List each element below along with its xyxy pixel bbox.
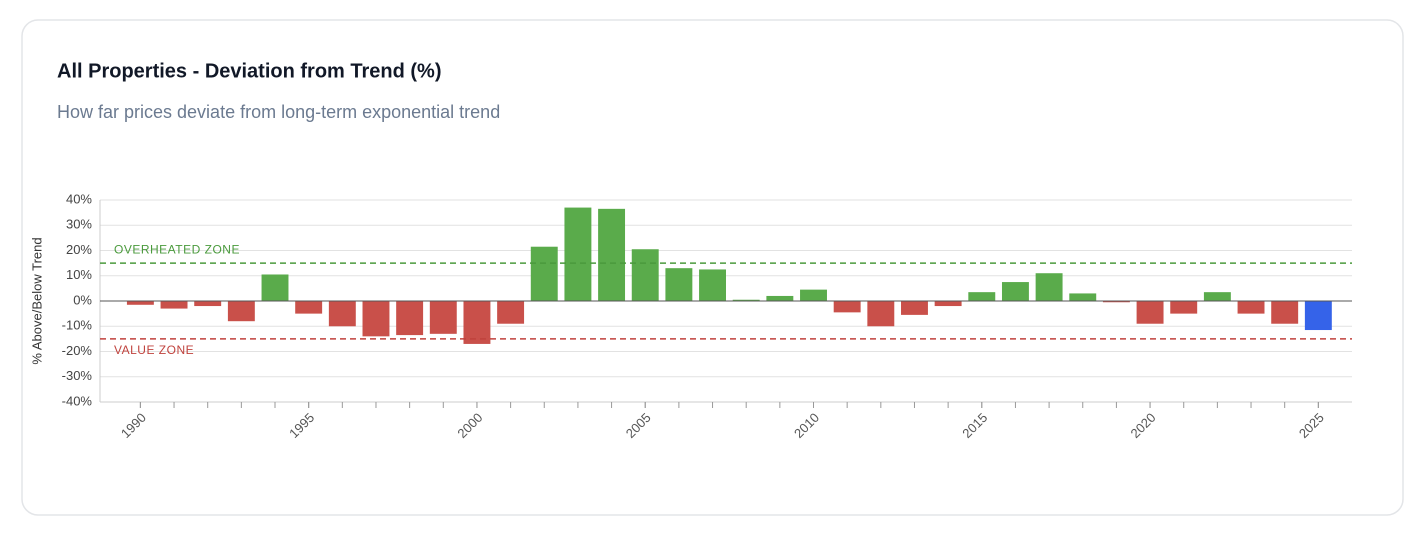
bar bbox=[1069, 293, 1097, 301]
y-tick-label: -10% bbox=[62, 318, 93, 333]
reference-label: VALUE ZONE bbox=[114, 343, 194, 357]
bar bbox=[396, 301, 424, 336]
bar bbox=[227, 301, 255, 322]
chart-subtitle: How far prices deviate from long-term ex… bbox=[57, 102, 500, 122]
bar bbox=[665, 268, 693, 301]
bar bbox=[429, 301, 457, 334]
bar bbox=[1170, 301, 1198, 314]
bar bbox=[867, 301, 895, 327]
bar bbox=[295, 301, 323, 314]
bar bbox=[1035, 273, 1063, 301]
bar bbox=[1203, 292, 1231, 301]
bar bbox=[194, 301, 222, 307]
y-tick-label: -40% bbox=[62, 393, 93, 408]
y-tick-label: -30% bbox=[62, 368, 93, 383]
bar bbox=[126, 301, 154, 305]
bar bbox=[261, 274, 289, 301]
bar bbox=[631, 249, 659, 301]
y-tick-label: 30% bbox=[66, 217, 92, 232]
bar bbox=[732, 299, 760, 301]
bar bbox=[1304, 301, 1332, 331]
y-tick-label: 10% bbox=[66, 267, 92, 282]
chart-title: All Properties - Deviation from Trend (%… bbox=[57, 60, 442, 82]
bar bbox=[901, 301, 928, 315]
bar bbox=[598, 208, 626, 301]
bar bbox=[1237, 301, 1265, 314]
y-tick-label: 0% bbox=[73, 292, 92, 307]
y-tick-label: 40% bbox=[66, 191, 92, 206]
bar bbox=[800, 289, 827, 301]
y-tick-label: -20% bbox=[62, 343, 93, 358]
bar bbox=[1136, 301, 1164, 324]
bar bbox=[530, 246, 558, 301]
bar bbox=[1102, 301, 1130, 303]
bar bbox=[833, 301, 861, 313]
bar bbox=[564, 207, 592, 301]
bar bbox=[1271, 301, 1299, 324]
bar bbox=[968, 292, 996, 301]
bar bbox=[497, 301, 525, 324]
bar bbox=[766, 295, 794, 301]
y-tick-label: 20% bbox=[66, 242, 92, 257]
bar bbox=[463, 301, 491, 344]
bar bbox=[362, 301, 390, 337]
bar bbox=[160, 301, 188, 309]
bar bbox=[1001, 282, 1029, 301]
bar bbox=[328, 301, 356, 327]
reference-label: OVERHEATED ZONE bbox=[114, 242, 240, 256]
y-axis-label: % Above/Below Trend bbox=[29, 237, 44, 364]
bar bbox=[699, 269, 726, 301]
bar bbox=[934, 301, 962, 307]
card bbox=[21, 19, 1404, 516]
